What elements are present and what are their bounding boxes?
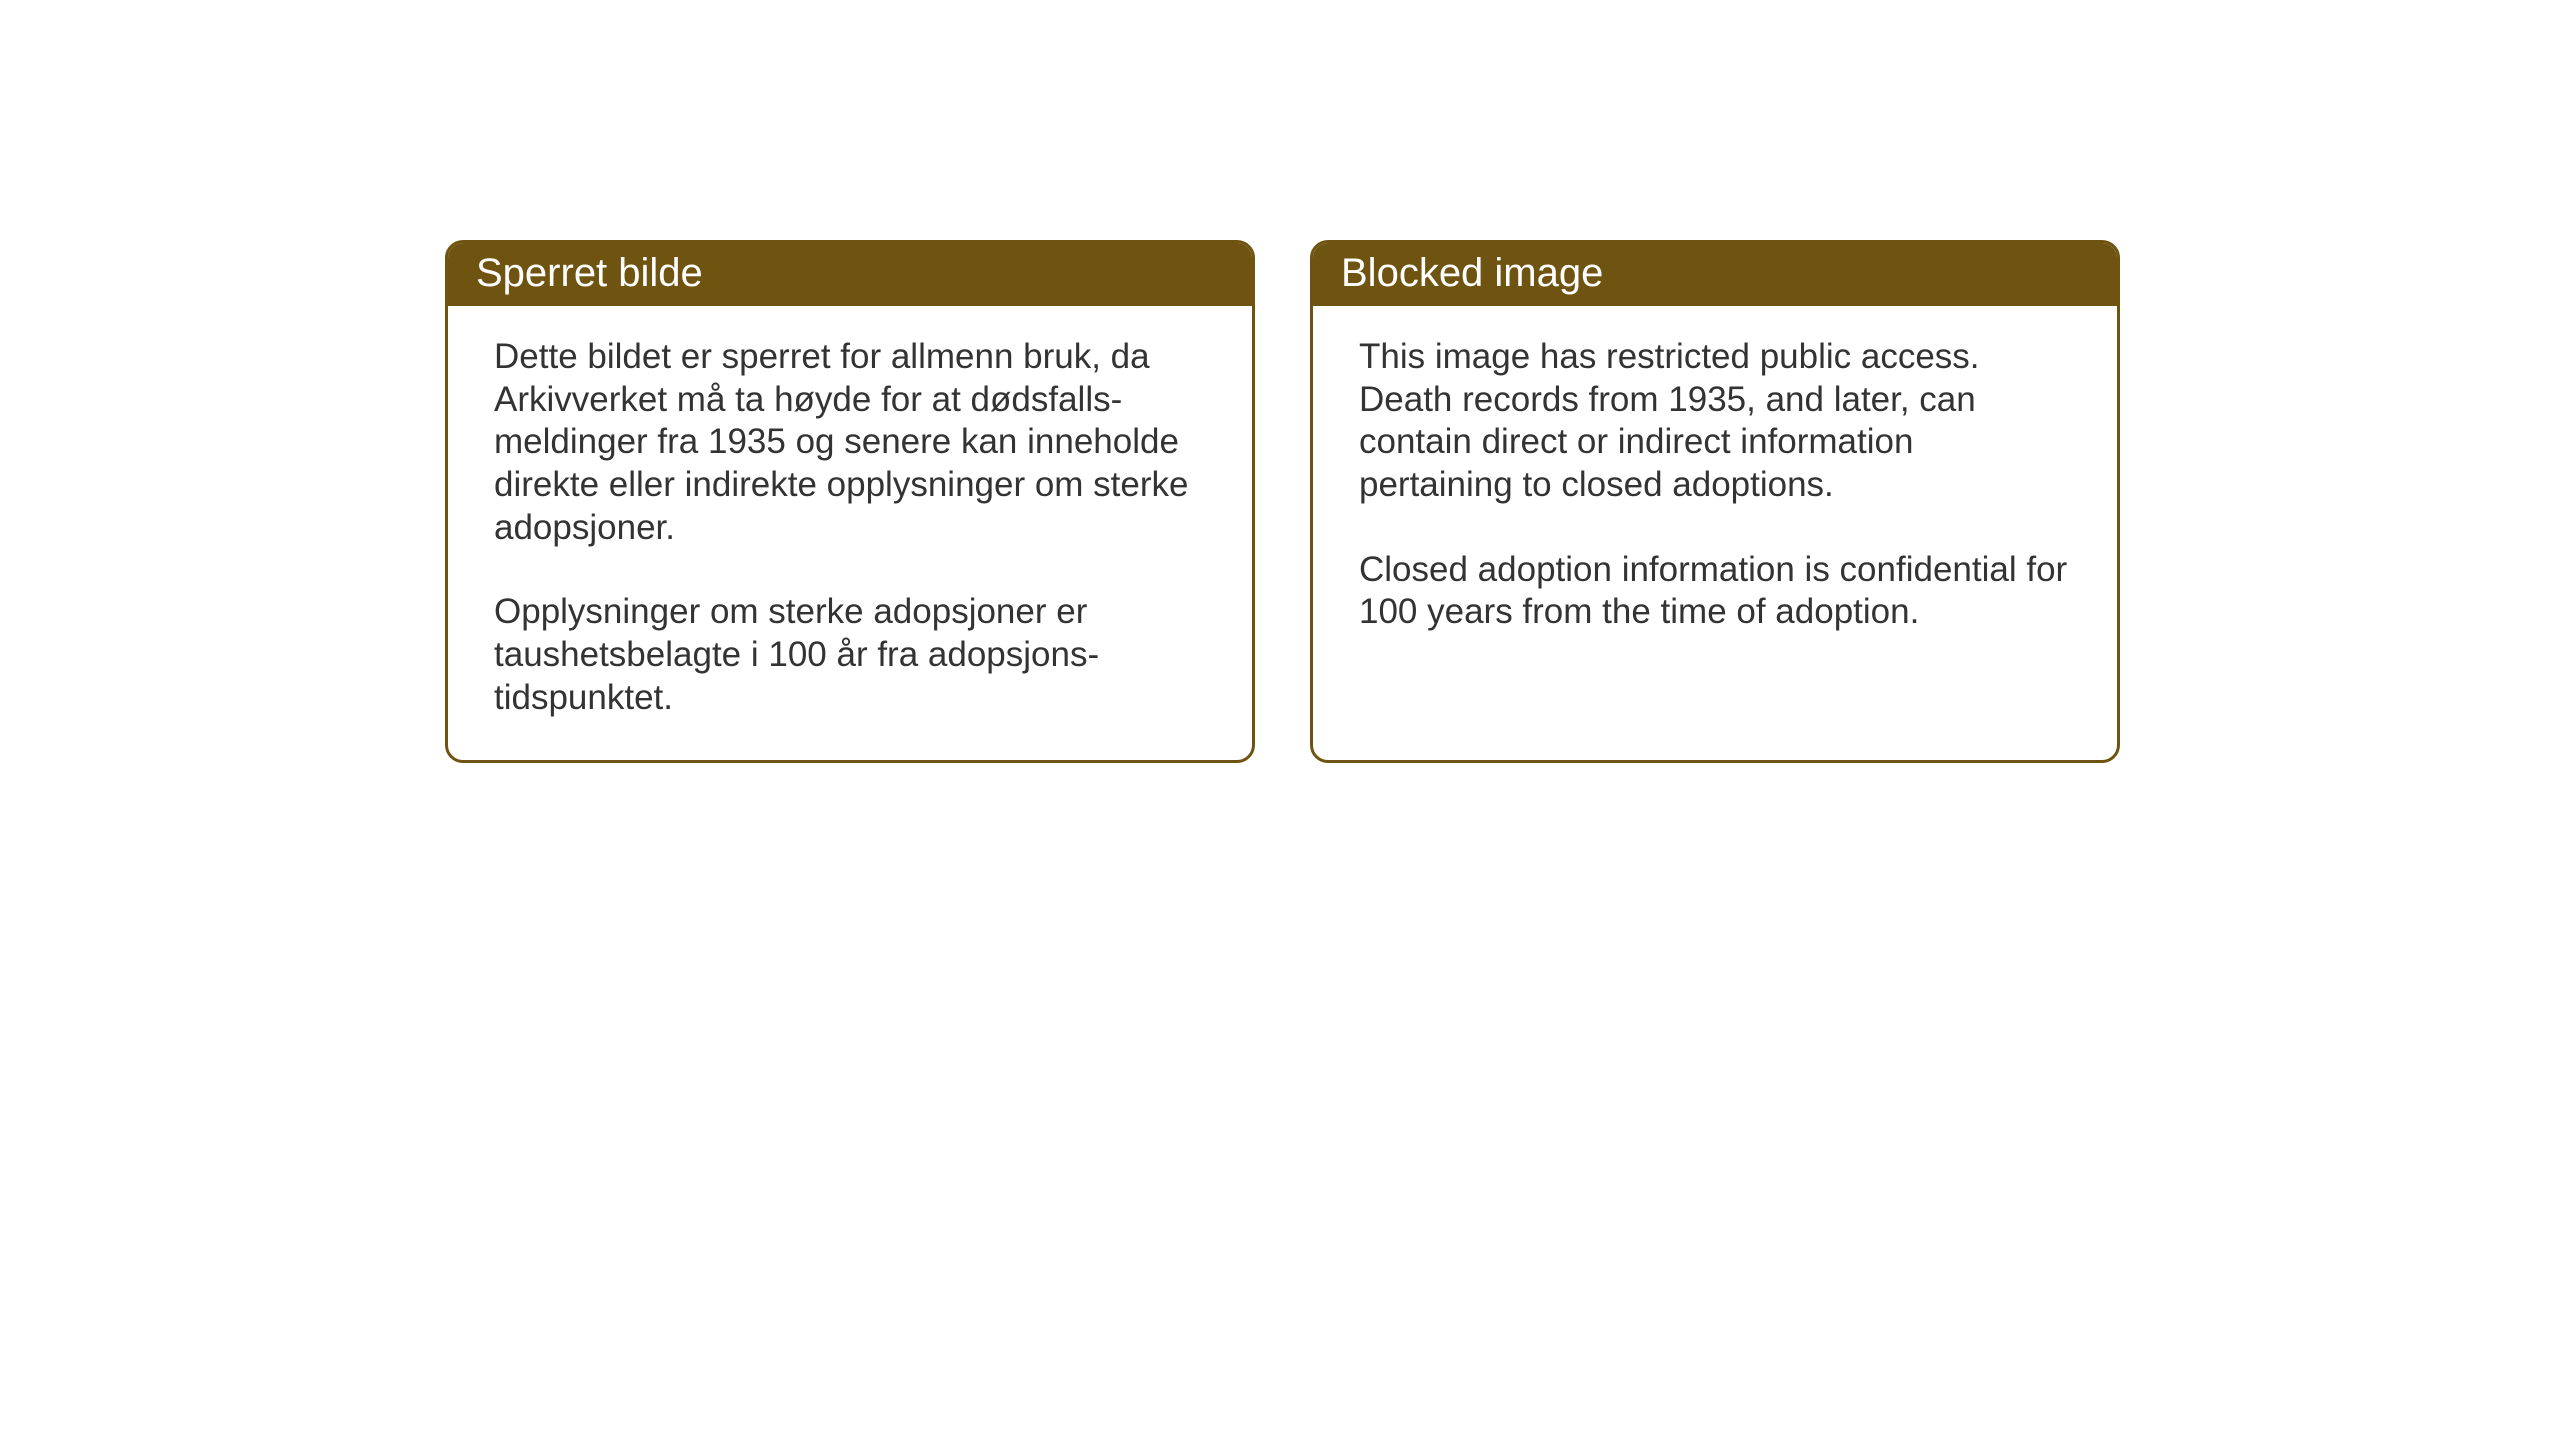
notice-card-norwegian: Sperret bilde Dette bildet er sperret fo… — [445, 240, 1255, 763]
notice-header-norwegian: Sperret bilde — [448, 243, 1252, 306]
notice-body-norwegian: Dette bildet er sperret for allmenn bruk… — [448, 306, 1252, 760]
notice-header-english: Blocked image — [1313, 243, 2117, 306]
notice-paragraph: This image has restricted public access.… — [1359, 336, 2075, 507]
notice-paragraph: Closed adoption information is confident… — [1359, 549, 2075, 634]
notice-paragraph: Opplysninger om sterke adopsjoner er tau… — [494, 591, 1210, 719]
notice-paragraph: Dette bildet er sperret for allmenn bruk… — [494, 336, 1210, 549]
notice-card-english: Blocked image This image has restricted … — [1310, 240, 2120, 763]
notice-body-english: This image has restricted public access.… — [1313, 306, 2117, 741]
notice-container: Sperret bilde Dette bildet er sperret fo… — [445, 240, 2120, 763]
